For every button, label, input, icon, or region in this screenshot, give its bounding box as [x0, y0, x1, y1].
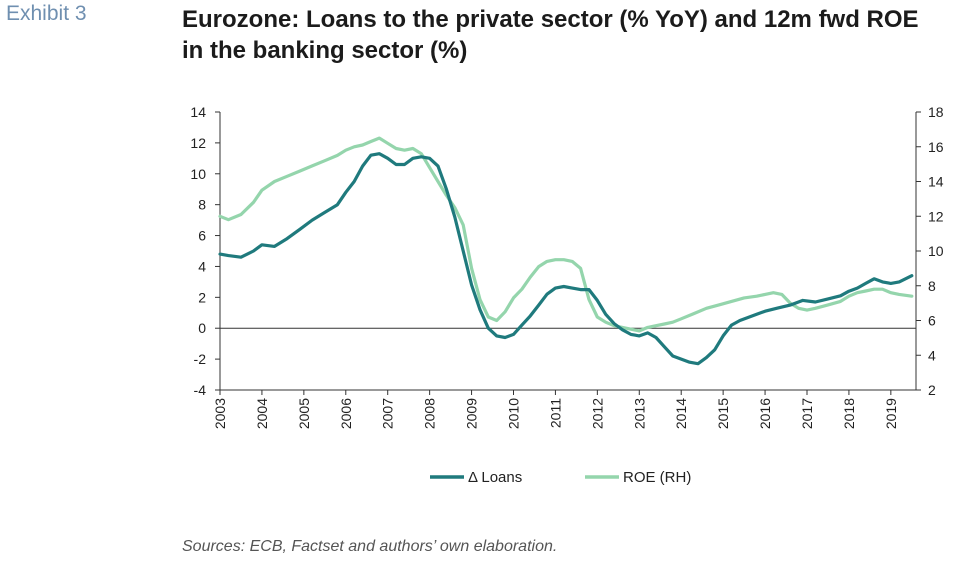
x-tick-label: 2014 [673, 398, 689, 429]
chart-title: Eurozone: Loans to the private sector (%… [182, 6, 919, 64]
x-tick-label: 2016 [757, 398, 773, 429]
y-left-tick-label: -2 [194, 351, 207, 367]
y-right-tick-label: 14 [928, 174, 944, 190]
legend-label: ROE (RH) [623, 469, 691, 486]
legend-item-loans: Δ Loans [430, 469, 522, 486]
y-left-tick-label: 0 [198, 320, 206, 336]
y-right-tick-label: 18 [928, 104, 944, 120]
y-right-tick-label: 16 [928, 139, 944, 155]
x-tick-label: 2007 [380, 398, 396, 429]
y-right-tick-label: 8 [928, 278, 936, 294]
y-right-tick-label: 10 [928, 243, 944, 259]
chart-legend: Δ Loans ROE (RH) [430, 469, 691, 486]
y-left-tick-label: 4 [198, 258, 206, 274]
loans-line [218, 152, 914, 366]
y-left-tick-label: 6 [198, 228, 206, 244]
x-tick-label: 2005 [296, 398, 312, 429]
y-left-tick-label: 14 [190, 104, 206, 120]
y-right-tick-label: 12 [928, 208, 944, 224]
chart-series [218, 136, 914, 366]
x-tick-label: 2004 [254, 398, 270, 429]
x-tick-label: 2011 [547, 398, 563, 428]
roe-line [218, 136, 914, 333]
source-note: Sources: ECB, Factset and authors’ own e… [182, 538, 558, 555]
y-left-tick-label: 8 [198, 197, 206, 213]
x-tick-label: 2006 [338, 398, 354, 429]
x-tick-label: 2015 [715, 398, 731, 429]
x-tick-label: 2010 [505, 398, 521, 429]
legend-item-roe: ROE (RH) [585, 469, 691, 486]
y-left-tick-label: -4 [194, 382, 207, 398]
legend-label: Δ Loans [468, 469, 522, 486]
x-tick-label: 2017 [799, 398, 815, 429]
x-tick-label: 2018 [841, 398, 857, 429]
x-tick-label: 2009 [464, 398, 480, 429]
y-left-tick-label: 2 [198, 289, 206, 305]
x-tick-label: 2008 [422, 398, 438, 429]
chart-axes: -4 -2 0 2 4 6 8 10 12 14 2 4 6 8 10 12 14 16 18 2003 2004 200… [190, 104, 943, 429]
exhibit-label: Exhibit 3 [6, 2, 87, 25]
line-chart: -4 -2 0 2 4 6 8 10 12 14 2 4 6 8 10 12 14 16 18 2003 2004 200… [190, 104, 943, 486]
x-tick-label: 2013 [631, 398, 647, 429]
y-right-tick-label: 6 [928, 313, 936, 329]
y-left-tick-label: 10 [190, 166, 206, 182]
y-left-tick-label: 12 [190, 135, 206, 151]
x-tick-label: 2003 [212, 398, 228, 429]
x-tick-label: 2019 [883, 398, 899, 429]
y-right-tick-label: 2 [928, 382, 936, 398]
y-right-tick-label: 4 [928, 347, 936, 363]
x-tick-label: 2012 [589, 398, 605, 429]
